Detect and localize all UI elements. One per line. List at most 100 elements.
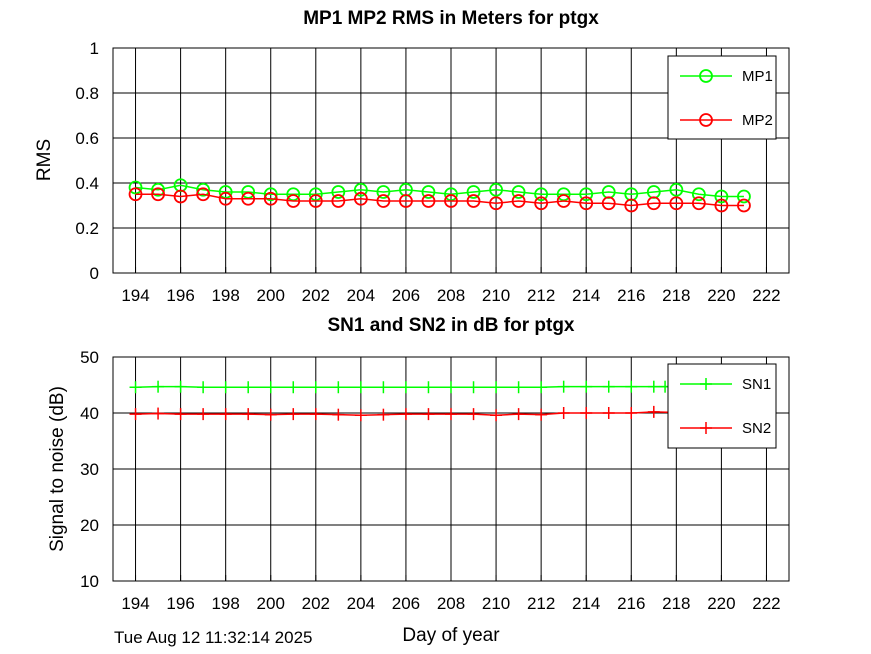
- data-point: [264, 408, 277, 421]
- x-tick-label: 204: [347, 286, 375, 305]
- x-tick-label: 194: [121, 286, 149, 305]
- data-point: [714, 198, 729, 213]
- data-point: [490, 409, 503, 422]
- data-point: [197, 408, 210, 421]
- y-tick-label: 0.6: [75, 129, 99, 148]
- data-point: [535, 381, 548, 394]
- legend-box: [667, 363, 777, 449]
- x-tick-label: 222: [752, 594, 780, 613]
- data-point: [421, 185, 436, 199]
- x-tick-label: 218: [662, 594, 690, 613]
- data-point: [647, 380, 660, 393]
- data-point: [308, 194, 323, 208]
- y-tick-label: 0.8: [75, 84, 99, 103]
- y-tick-labels: 10 20 30 40 50: [80, 348, 99, 591]
- x-tick-label: 216: [617, 594, 645, 613]
- data-point: [646, 196, 661, 211]
- plot-frame: [112, 47, 790, 274]
- data-point: [129, 408, 142, 421]
- data-point: [377, 408, 390, 421]
- data-point: [263, 187, 278, 202]
- data-point: [399, 408, 412, 421]
- data-point: [512, 381, 525, 394]
- data-point: [625, 380, 638, 393]
- data-point: [354, 381, 367, 394]
- legend-label: MP1: [742, 68, 773, 85]
- data-point: [557, 407, 570, 419]
- data-point: [264, 381, 277, 394]
- data-point: [353, 191, 368, 206]
- data-point: [287, 381, 300, 394]
- data-point: [490, 381, 503, 394]
- data-point: [422, 381, 435, 394]
- data-point: [376, 194, 391, 208]
- legend-label: MP2: [742, 112, 773, 129]
- data-point: [309, 408, 322, 421]
- data-point: [354, 409, 367, 422]
- legend-marker: [699, 113, 713, 127]
- data-point: [579, 196, 594, 211]
- x-tick-label: 208: [437, 594, 465, 613]
- data-point: [421, 194, 436, 208]
- x-tick-label: 208: [437, 286, 465, 305]
- data-point: [242, 408, 255, 421]
- y-tick-label: 50: [80, 348, 99, 367]
- data-point: [624, 198, 639, 213]
- data-point: [331, 194, 346, 208]
- data-point: [467, 381, 480, 394]
- x-tick-labels: 194 196 198 200 202 204 206 208 210 212 214 216 218 2…: [121, 594, 780, 613]
- data-point: [242, 381, 255, 394]
- data-point: [219, 381, 232, 394]
- data-point: [691, 196, 706, 211]
- y-tick-label: 40: [80, 404, 99, 423]
- y-tick-label: 30: [80, 460, 99, 479]
- x-tick-label: 222: [752, 286, 780, 305]
- data-point: [579, 187, 594, 202]
- x-tick-labels: 194 196 198 200 202 204 206 208 210 212 214 216 218 2…: [121, 286, 780, 305]
- data-point: [332, 408, 345, 421]
- x-tick-label: 214: [572, 594, 600, 613]
- data-point: [669, 182, 684, 197]
- x-axis-label: Day of year: [402, 625, 500, 646]
- data-point: [376, 185, 391, 199]
- x-tick-label: 200: [257, 594, 285, 613]
- data-point: [714, 189, 729, 204]
- x-tick-label: 198: [211, 286, 239, 305]
- y-tick-label: 0.2: [75, 219, 99, 238]
- legend-box: [667, 55, 777, 140]
- data-point: [489, 196, 503, 211]
- data-point: [602, 380, 615, 393]
- rms-panel: MP1 MP2 RMS in Meters for ptgx 194 196 198…: [34, 8, 790, 305]
- data-point: [511, 194, 526, 208]
- y-tick-label: 1: [90, 39, 99, 58]
- data-point: [601, 196, 616, 211]
- plot-series: [128, 178, 751, 213]
- y-tick-label: 10: [80, 572, 99, 591]
- data-point: [512, 408, 525, 421]
- y-tick-label: 0.4: [75, 174, 99, 193]
- y-axis-label: RMS: [34, 139, 55, 181]
- plot-frame: [112, 356, 790, 582]
- data-point: [445, 381, 457, 394]
- x-tick-label: 206: [392, 286, 420, 305]
- data-point: [445, 408, 457, 421]
- data-point: [128, 187, 143, 202]
- chart-title: SN1 and SN2 in dB for ptgx: [327, 315, 574, 336]
- x-tick-label: 214: [572, 286, 600, 305]
- timestamp: Tue Aug 12 11:32:14 2025: [114, 628, 313, 647]
- series-line-sn2: [135, 411, 744, 416]
- data-point: [353, 182, 368, 197]
- data-point: [467, 408, 480, 421]
- x-tick-label: 212: [527, 594, 555, 613]
- x-tick-label: 202: [302, 594, 330, 613]
- x-tick-label: 204: [347, 594, 375, 613]
- x-tick-label: 212: [527, 286, 555, 305]
- data-point: [422, 408, 435, 421]
- data-point: [287, 408, 300, 421]
- data-point: [219, 408, 232, 421]
- data-point: [737, 189, 751, 204]
- data-point: [332, 381, 345, 394]
- x-tick-label: 218: [662, 286, 690, 305]
- x-tick-label: 216: [617, 286, 645, 305]
